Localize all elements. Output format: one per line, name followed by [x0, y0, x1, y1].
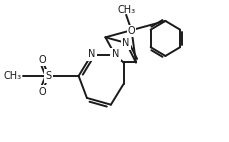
- Text: N: N: [122, 38, 129, 48]
- Text: O: O: [38, 55, 46, 65]
- Text: O: O: [38, 87, 46, 97]
- Text: N: N: [111, 49, 118, 59]
- Text: O: O: [127, 26, 135, 36]
- Text: CH₃: CH₃: [117, 5, 135, 15]
- Text: CH₃: CH₃: [3, 71, 21, 81]
- Text: N: N: [87, 49, 95, 59]
- Text: S: S: [46, 71, 52, 81]
